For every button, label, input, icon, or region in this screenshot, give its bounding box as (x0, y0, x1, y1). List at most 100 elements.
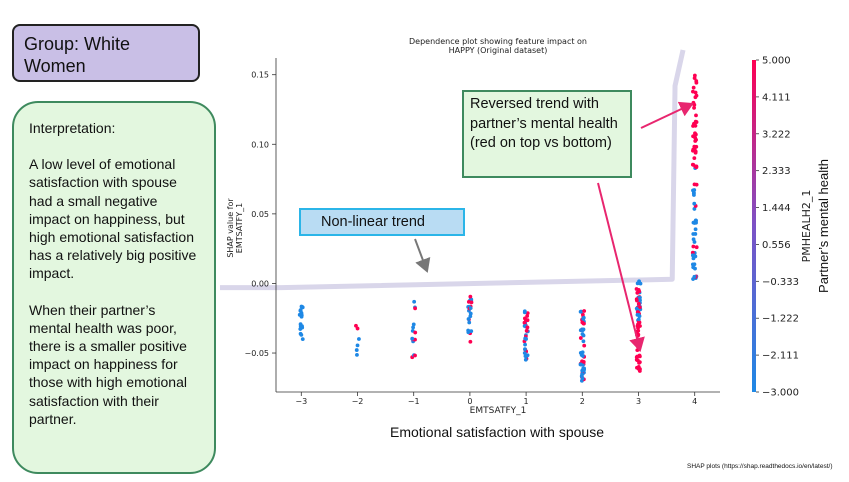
data-point (692, 182, 697, 187)
data-point (468, 314, 473, 319)
data-point (634, 355, 639, 360)
arrow-to-trend-line (414, 238, 431, 273)
data-point (523, 318, 528, 322)
data-point (691, 85, 696, 90)
chart-title-line-2: HAPPY (Original dataset) (449, 46, 548, 55)
x-tick-label: 4 (692, 397, 697, 406)
x-tick-label: 3 (636, 397, 641, 406)
data-point (691, 163, 696, 167)
data-point (578, 362, 583, 367)
colorbar-tick-label: −0.333 (762, 277, 799, 288)
data-point (355, 352, 359, 357)
data-point (694, 113, 698, 118)
data-point (580, 354, 585, 358)
colorbar-tick-label: −1.222 (762, 314, 799, 325)
data-point (580, 312, 585, 317)
data-point (635, 281, 640, 286)
colorbar-tick-label: −3.000 (762, 388, 799, 399)
colorbar-tick-label: 3.222 (762, 129, 791, 140)
data-point (636, 317, 641, 322)
data-point (581, 366, 586, 371)
data-point (524, 337, 528, 341)
data-point (694, 79, 699, 83)
data-point (578, 350, 583, 355)
data-point (635, 358, 640, 363)
x-tick-label: −1 (408, 397, 420, 406)
data-point (411, 325, 416, 330)
data-point (693, 131, 697, 136)
colorbar-tick-label: 4.111 (762, 92, 791, 103)
data-point (580, 332, 585, 336)
data-point (693, 119, 698, 124)
group-label-box: Group: White Women (12, 24, 200, 82)
chart-title-line-1: Dependence plot showing feature impact o… (409, 37, 587, 46)
data-point (690, 253, 695, 258)
data-point (637, 305, 642, 310)
data-point (410, 336, 415, 341)
colorbar-tick-label: 0.556 (762, 240, 791, 251)
data-point (413, 306, 418, 311)
x-tick-label: 2 (580, 397, 585, 406)
colorbar-label-group: PMHEALH2_1 Partner’s mental health (800, 159, 831, 293)
data-point (354, 323, 358, 328)
data-point (694, 245, 699, 250)
data-point (523, 357, 528, 362)
data-point (582, 343, 587, 348)
data-point (355, 343, 360, 348)
data-point (635, 310, 640, 314)
data-point (525, 314, 530, 318)
colorbar-tick-label: 2.333 (762, 166, 791, 177)
colorbar-tick-label: 5.000 (762, 56, 791, 67)
data-point (692, 207, 697, 211)
y-tick-label: 0.15 (251, 71, 269, 80)
data-point (691, 220, 696, 225)
data-point (694, 144, 699, 149)
data-point (691, 256, 696, 261)
source-note: SHAP plots (https://shap.readthedocs.io/… (687, 463, 833, 470)
x-tick-label: −2 (352, 397, 364, 406)
data-point (581, 339, 586, 344)
interpretation-paragraph-1: A low level of emotional satisfaction wi… (29, 156, 197, 282)
interpretation-panel: Interpretation: A low level of emotional… (12, 101, 216, 474)
data-point (299, 304, 304, 309)
data-point (412, 299, 417, 304)
arrow-to-x4-cluster (640, 101, 694, 129)
data-point (466, 299, 471, 304)
data-point (354, 348, 359, 352)
data-point (582, 309, 587, 313)
y-axis-label-group: SHAP value for EMTSATFY_1 (226, 198, 244, 258)
dependence-plot: Dependence plot showing feature impact o… (220, 37, 831, 440)
data-point (637, 360, 642, 365)
data-point (581, 327, 586, 332)
nonlinear-trend-text: Non-linear trend (321, 214, 425, 230)
data-point (690, 262, 695, 267)
data-point (580, 320, 585, 325)
data-point (581, 316, 586, 321)
arrow-to-x3-cluster (597, 182, 645, 352)
data-point (525, 353, 530, 358)
data-point (692, 156, 697, 161)
y-axis-label-line-1: SHAP value for (226, 198, 235, 258)
colorbar-caption: Partner’s mental health (816, 159, 831, 293)
nonlinear-trend-line (220, 49, 686, 291)
data-point (581, 360, 586, 364)
data-point (525, 311, 530, 316)
data-point (469, 329, 474, 334)
group-label: Group: White Women (24, 34, 131, 76)
reversed-trend-callout: Reversed trend with partner’s mental hea… (462, 90, 632, 178)
x-tick-label: −3 (295, 397, 307, 406)
data-point (355, 326, 360, 331)
data-point (298, 308, 303, 312)
y-tick-label: −0.05 (244, 349, 269, 358)
colorbar (752, 60, 756, 392)
data-point (523, 342, 527, 347)
data-point (357, 337, 361, 341)
data-point (634, 298, 639, 303)
data-point (467, 320, 472, 325)
data-point (692, 73, 697, 78)
data-point (636, 301, 641, 306)
y-tick-label: 0.05 (251, 210, 269, 219)
data-point (637, 298, 642, 303)
data-point (578, 336, 583, 340)
data-point (638, 281, 643, 286)
